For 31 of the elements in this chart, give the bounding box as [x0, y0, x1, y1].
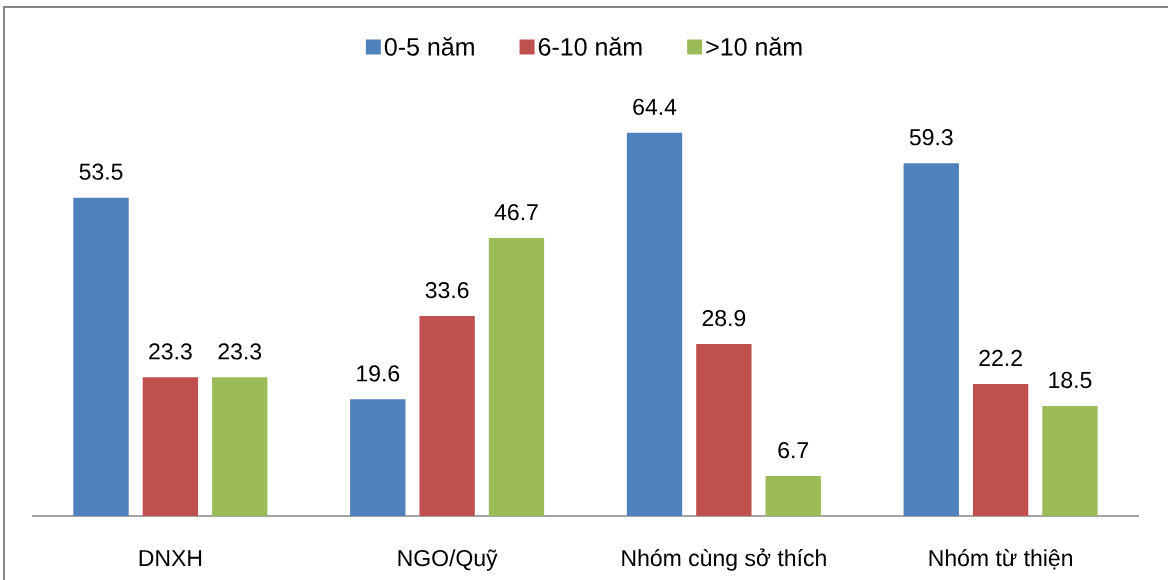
bar	[419, 316, 475, 516]
bar	[142, 377, 199, 516]
bar	[350, 399, 406, 516]
legend-label: 0-5 năm	[384, 37, 474, 56]
data-label: 18.5	[1049, 371, 1092, 389]
data-label: 23.3	[218, 343, 262, 360]
data-label: 6.7	[778, 442, 809, 459]
bar	[696, 344, 752, 516]
bar	[972, 383, 1029, 516]
legend-label: 6-10 năm	[538, 37, 642, 56]
bar	[488, 238, 545, 516]
data-label: 23.3	[149, 343, 192, 360]
bar	[73, 197, 129, 516]
x-tick-label: DNXH	[139, 550, 202, 566]
legend-label: >10 năm	[706, 37, 802, 56]
bar	[626, 132, 683, 516]
bar	[212, 377, 268, 516]
bar	[903, 163, 959, 516]
data-label: 64.4	[633, 98, 677, 116]
data-label: 33.6	[425, 282, 469, 299]
data-label: 22.2	[979, 349, 1022, 366]
data-label: 19.6	[357, 365, 400, 382]
bar	[1042, 405, 1098, 516]
bar	[765, 476, 821, 516]
data-label: 28.9	[702, 309, 746, 327]
x-tick-label: Nhóm từ thiện	[929, 549, 1072, 570]
x-tick-label: Nhóm cùng sở thích	[622, 548, 826, 571]
x-tick-label: NGO/Quỹ	[398, 549, 498, 571]
data-label: 59.3	[909, 129, 953, 146]
data-label: 53.5	[79, 163, 123, 180]
data-label: 46.7	[494, 204, 538, 221]
